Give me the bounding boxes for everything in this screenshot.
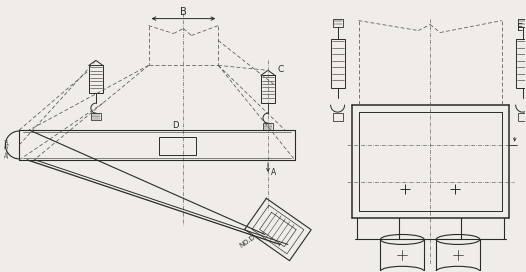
Bar bbox=[518, 18, 526, 27]
Bar bbox=[263, 123, 273, 130]
Bar bbox=[261, 75, 275, 103]
Text: C: C bbox=[278, 65, 284, 74]
Text: B: B bbox=[180, 7, 187, 17]
Bar bbox=[518, 113, 526, 121]
Bar bbox=[332, 113, 342, 121]
Text: 2e-3pi: 2e-3pi bbox=[5, 138, 10, 158]
Text: D: D bbox=[172, 121, 179, 130]
Text: E: E bbox=[517, 23, 523, 33]
Bar bbox=[332, 18, 342, 27]
Bar bbox=[331, 39, 345, 88]
Text: NO.D: NO.D bbox=[238, 233, 256, 248]
Bar bbox=[89, 65, 103, 93]
Text: A: A bbox=[271, 168, 276, 177]
Bar bbox=[91, 113, 101, 120]
Bar bbox=[158, 137, 196, 155]
Bar bbox=[515, 39, 526, 88]
